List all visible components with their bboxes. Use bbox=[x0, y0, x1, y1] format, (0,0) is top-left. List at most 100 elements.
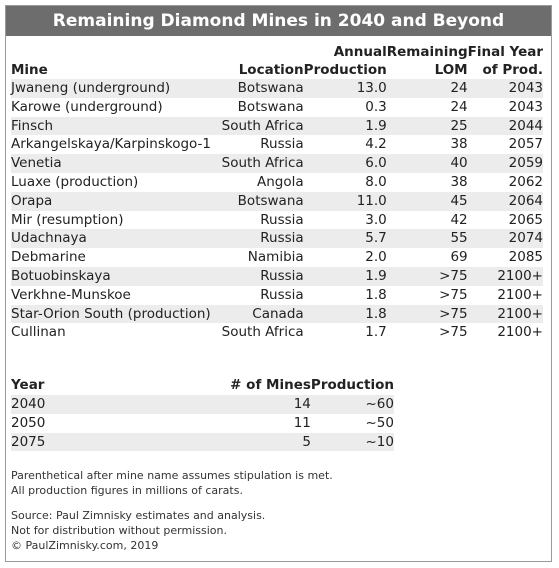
mine-final-year: 2057 bbox=[508, 136, 543, 153]
mine-final-year: 2043 bbox=[508, 98, 543, 115]
table-row: Orapa Botswana 11.0 45 2064 bbox=[11, 191, 543, 211]
table-row: Debmarine Namibia 2.0 69 2085 bbox=[11, 248, 543, 267]
mine-remaining-lom: >75 bbox=[439, 286, 468, 303]
mine-final-year: 2100+ bbox=[467, 266, 543, 286]
summary-table-body: 2040 14 ~60 2050 11 ~50 2075 5 ~10 bbox=[11, 395, 394, 452]
table-row: Luaxe (production) Angola 8.0 38 2062 bbox=[11, 173, 543, 192]
mine-remaining-lom: 40 bbox=[386, 154, 468, 173]
summary-num-mines: 5 bbox=[223, 432, 311, 452]
summary-production: ~60 bbox=[310, 395, 394, 414]
mine-production: 1.9 bbox=[303, 266, 387, 286]
summary-production: ~50 bbox=[365, 414, 395, 431]
summary-num-mines: 14 bbox=[223, 395, 311, 414]
distribution-notice: Not for distribution without permission. bbox=[11, 524, 227, 537]
mine-location: Botswana bbox=[218, 191, 304, 211]
mine-name: Cullinan bbox=[11, 324, 66, 341]
mine-remaining-lom: >75 bbox=[386, 266, 468, 286]
mine-name: Finsch bbox=[11, 116, 219, 136]
source-line: Source: Paul Zimnisky estimates and anal… bbox=[11, 509, 266, 522]
mine-remaining-lom: 38 bbox=[450, 173, 468, 190]
footnote-stipulation: Parenthetical after mine name assumes st… bbox=[11, 469, 333, 482]
summary-table: Year # of Mines Production 2040 14 ~60 2050… bbox=[11, 375, 394, 452]
table-row: Verkhne-Munskoe Russia 1.8 >75 2100+ bbox=[11, 286, 543, 305]
mine-production: 4.2 bbox=[365, 136, 387, 153]
mine-location: South Africa bbox=[218, 116, 304, 136]
footnote-units: All production figures in millions of ca… bbox=[11, 484, 243, 497]
mine-final-year: 2085 bbox=[508, 249, 543, 266]
mine-production: 8.0 bbox=[365, 173, 387, 190]
table-row: Cullinan South Africa 1.7 >75 2100+ bbox=[11, 323, 543, 342]
table-row: Star-Orion South (production) Canada 1.8 >7… bbox=[11, 304, 543, 324]
mine-production: 11.0 bbox=[303, 191, 387, 211]
mine-final-year: 2062 bbox=[508, 173, 543, 190]
mine-location: South Africa bbox=[218, 154, 304, 173]
mine-name: Karowe (underground) bbox=[11, 98, 163, 115]
mine-final-year: 2059 bbox=[467, 154, 543, 173]
mines-table: Annual Remaining Final Year Mine Locatio… bbox=[11, 44, 543, 342]
mine-production: 1.8 bbox=[365, 286, 387, 303]
table-row: Mir (resumption) Russia 3.0 42 2065 bbox=[11, 211, 543, 230]
table-row: Venetia South Africa 6.0 40 2059 bbox=[11, 154, 543, 173]
mine-remaining-lom: 45 bbox=[386, 191, 468, 211]
mine-name: Botuobinskaya bbox=[11, 266, 219, 286]
mine-production: 5.7 bbox=[303, 229, 387, 249]
mine-production: 3.0 bbox=[365, 211, 387, 228]
header-lom-bottom: LOM bbox=[434, 62, 468, 78]
mine-location: Namibia bbox=[247, 249, 304, 266]
mine-final-year: 2064 bbox=[467, 191, 543, 211]
mine-final-year: 2043 bbox=[467, 79, 543, 98]
table-row: Jwaneng (underground) Botswana 13.0 24 2043 bbox=[11, 79, 543, 98]
summary-num-mines: 11 bbox=[293, 414, 311, 431]
mine-name: Debmarine bbox=[11, 249, 86, 266]
mine-production: 1.8 bbox=[303, 304, 387, 324]
mine-name: Udachnaya bbox=[11, 229, 219, 249]
summary-year: 2050 bbox=[11, 414, 46, 431]
table-row: Botuobinskaya Russia 1.9 >75 2100+ bbox=[11, 266, 543, 286]
table-row: 2075 5 ~10 bbox=[11, 432, 394, 452]
header-final-year-bottom: of Prod. bbox=[482, 62, 543, 78]
header-summary-production: Production bbox=[310, 376, 394, 393]
mine-remaining-lom: 24 bbox=[386, 79, 468, 98]
header-mine: Mine bbox=[11, 62, 48, 78]
mine-location: Canada bbox=[218, 304, 304, 324]
mine-location: Russia bbox=[260, 286, 304, 303]
mine-name: Verkhne-Munskoe bbox=[11, 286, 131, 303]
mine-final-year: 2044 bbox=[467, 116, 543, 136]
mine-production: 2.0 bbox=[365, 249, 387, 266]
header-lom-top: Remaining bbox=[386, 44, 468, 60]
summary-production: ~10 bbox=[310, 432, 394, 452]
mine-remaining-lom: 24 bbox=[450, 98, 468, 115]
table-row: 2050 11 ~50 bbox=[11, 414, 394, 433]
mine-final-year: 2100+ bbox=[497, 286, 543, 303]
header-production-bottom: Production bbox=[303, 62, 387, 78]
mines-table-body: Jwaneng (underground) Botswana 13.0 24 2043 K… bbox=[11, 79, 543, 342]
mine-remaining-lom: 55 bbox=[386, 229, 468, 249]
mine-name: Jwaneng (underground) bbox=[11, 79, 219, 98]
mine-production: 0.3 bbox=[365, 98, 387, 115]
table-row: Arkangelskaya/Karpinskogo-1 Russia 4.2 38 20… bbox=[11, 135, 543, 154]
mine-name: Luaxe (production) bbox=[11, 173, 139, 190]
mine-location: Botswana bbox=[218, 79, 304, 98]
mine-location: Russia bbox=[218, 229, 304, 249]
header-production-top: Annual bbox=[333, 44, 387, 60]
mine-final-year: 2100+ bbox=[497, 324, 543, 341]
page-title: Remaining Diamond Mines in 2040 and Beyo… bbox=[6, 6, 551, 36]
mine-location: Botswana bbox=[237, 98, 304, 115]
mine-production: 6.0 bbox=[303, 154, 387, 173]
header-year: Year bbox=[11, 376, 45, 393]
mine-location: Russia bbox=[260, 136, 304, 153]
mine-location: Russia bbox=[218, 266, 304, 286]
mine-production: 1.7 bbox=[365, 324, 387, 341]
table-row: Udachnaya Russia 5.7 55 2074 bbox=[11, 229, 543, 249]
summary-year: 2075 bbox=[11, 432, 224, 452]
mine-name: Venetia bbox=[11, 154, 219, 173]
mine-remaining-lom: 42 bbox=[450, 211, 468, 228]
header-num-mines: # of Mines bbox=[230, 376, 311, 393]
footnotes: Parenthetical after mine name assumes st… bbox=[11, 468, 333, 498]
mine-location: Angola bbox=[257, 173, 304, 190]
mine-name: Mir (resumption) bbox=[11, 211, 124, 228]
mine-remaining-lom: 25 bbox=[386, 116, 468, 136]
mine-remaining-lom: >75 bbox=[439, 324, 468, 341]
mine-final-year: 2074 bbox=[467, 229, 543, 249]
mine-name: Orapa bbox=[11, 191, 219, 211]
